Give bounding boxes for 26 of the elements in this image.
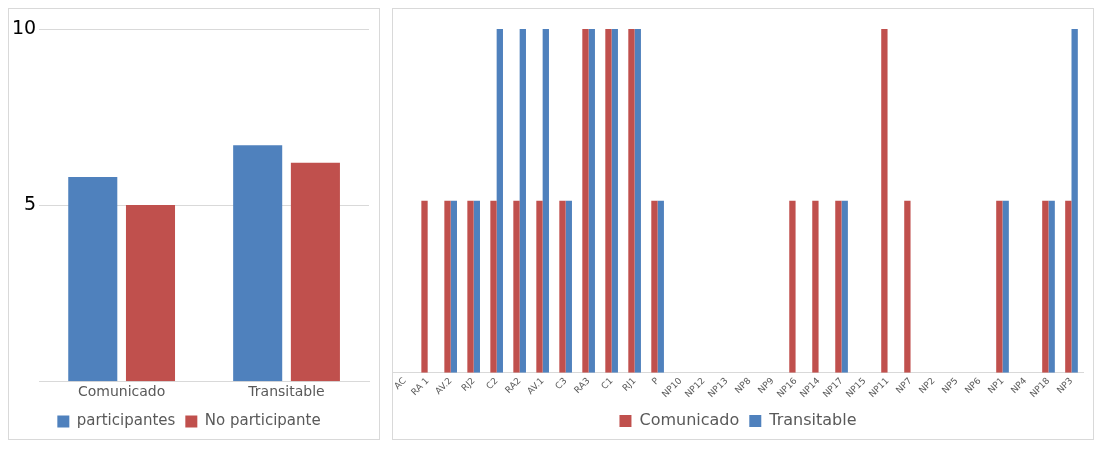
x-tick-label: Transitable [247,383,325,400]
bar [233,145,283,382]
x-tick-label: C3 [553,375,569,392]
legend-label: No participante [204,411,321,430]
x-tick-label: RA3 [572,375,592,396]
x-tick-label: RA2 [503,375,523,396]
bar [290,162,340,382]
x-tick-label: NP2 [916,375,937,396]
bar [68,176,118,382]
x-tick-label: P [649,375,662,387]
legend-label: Comunicado [639,410,740,430]
legend-label: participantes [76,411,176,430]
x-tick-label: C2 [484,375,500,392]
x-tick-label: Comunicado [77,383,166,400]
x-tick-label: RA 1 [409,375,431,398]
x-tick-label: RJ1 [620,375,638,393]
bar [125,205,176,382]
y-tick-label: 5 [24,192,37,215]
y-tick-label: 10 [11,15,37,38]
x-tick-label: C1 [599,375,615,392]
legend-label: Transitable [768,410,857,430]
x-tick-label: NP8 [732,375,753,396]
x-tick-label: NP1 [985,375,1006,396]
x-tick-label: RJ2 [459,375,477,393]
x-tick-label: AC [391,375,408,392]
x-tick-label: NP9 [755,375,776,396]
